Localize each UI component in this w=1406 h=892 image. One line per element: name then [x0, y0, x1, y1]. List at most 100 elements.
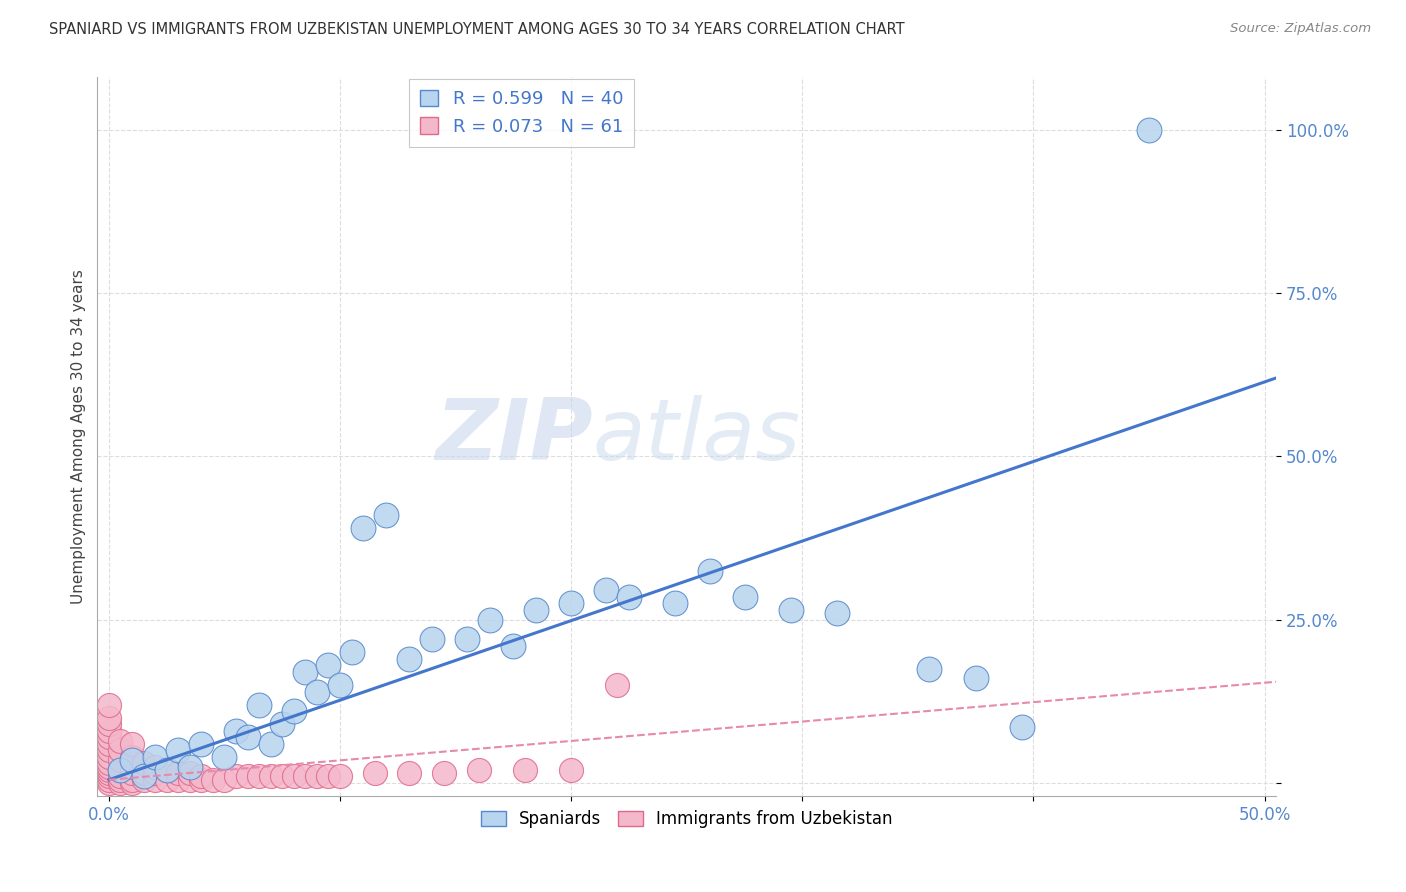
Point: [121, 760, 143, 774]
Point: [97, 756, 120, 771]
Point: [201, 772, 224, 787]
Point: [167, 766, 190, 780]
Point: [479, 613, 502, 627]
Point: [121, 772, 143, 787]
Point: [734, 590, 756, 604]
Point: [422, 632, 444, 647]
Point: [560, 596, 582, 610]
Point: [398, 766, 420, 780]
Text: SPANIARD VS IMMIGRANTS FROM UZBEKISTAN UNEMPLOYMENT AMONG AGES 30 TO 34 YEARS CO: SPANIARD VS IMMIGRANTS FROM UZBEKISTAN U…: [49, 22, 905, 37]
Point: [110, 772, 132, 787]
Point: [260, 770, 283, 784]
Point: [156, 763, 179, 777]
Point: [179, 760, 201, 774]
Point: [97, 717, 120, 731]
Point: [595, 583, 617, 598]
Point: [247, 698, 270, 712]
Point: [167, 743, 190, 757]
Point: [110, 753, 132, 767]
Point: [606, 678, 628, 692]
Point: [1137, 122, 1160, 136]
Point: [825, 606, 848, 620]
Point: [271, 717, 294, 731]
Point: [352, 521, 374, 535]
Point: [97, 766, 120, 780]
Point: [97, 776, 120, 790]
Point: [121, 753, 143, 767]
Point: [305, 770, 328, 784]
Point: [364, 766, 387, 780]
Point: [965, 672, 987, 686]
Point: [236, 770, 259, 784]
Point: [617, 590, 640, 604]
Point: [329, 678, 352, 692]
Point: [132, 770, 155, 784]
Point: [110, 763, 132, 777]
Point: [97, 723, 120, 738]
Point: [121, 766, 143, 780]
Point: [271, 770, 294, 784]
Point: [110, 733, 132, 747]
Point: [329, 770, 352, 784]
Point: [283, 704, 305, 718]
Point: [318, 770, 340, 784]
Point: [179, 766, 201, 780]
Point: [167, 772, 190, 787]
Point: [664, 596, 686, 610]
Point: [110, 743, 132, 757]
Point: [97, 711, 120, 725]
Point: [97, 743, 120, 757]
Point: [236, 731, 259, 745]
Legend: Spaniards, Immigrants from Uzbekistan: Spaniards, Immigrants from Uzbekistan: [474, 803, 900, 835]
Point: [97, 698, 120, 712]
Point: [156, 763, 179, 777]
Point: [97, 770, 120, 784]
Point: [526, 603, 548, 617]
Point: [143, 766, 166, 780]
Point: [340, 645, 363, 659]
Point: [143, 772, 166, 787]
Point: [398, 652, 420, 666]
Text: ZIP: ZIP: [434, 395, 592, 478]
Point: [110, 776, 132, 790]
Point: [247, 770, 270, 784]
Point: [283, 770, 305, 784]
Point: [97, 731, 120, 745]
Y-axis label: Unemployment Among Ages 30 to 34 years: Unemployment Among Ages 30 to 34 years: [72, 269, 86, 604]
Point: [294, 665, 316, 679]
Point: [97, 763, 120, 777]
Point: [260, 737, 283, 751]
Point: [456, 632, 478, 647]
Point: [179, 772, 201, 787]
Point: [97, 737, 120, 751]
Point: [225, 770, 247, 784]
Point: [121, 776, 143, 790]
Point: [375, 508, 398, 523]
Point: [97, 760, 120, 774]
Point: [433, 766, 456, 780]
Point: [110, 763, 132, 777]
Point: [121, 750, 143, 764]
Point: [560, 763, 582, 777]
Point: [143, 750, 166, 764]
Point: [214, 750, 236, 764]
Point: [1011, 721, 1033, 735]
Text: atlas: atlas: [592, 395, 800, 478]
Text: Source: ZipAtlas.com: Source: ZipAtlas.com: [1230, 22, 1371, 36]
Point: [699, 564, 721, 578]
Point: [918, 662, 941, 676]
Point: [225, 723, 247, 738]
Point: [502, 639, 524, 653]
Point: [779, 603, 801, 617]
Point: [132, 756, 155, 771]
Point: [513, 763, 536, 777]
Point: [190, 772, 212, 787]
Point: [132, 766, 155, 780]
Point: [143, 760, 166, 774]
Point: [156, 772, 179, 787]
Point: [190, 737, 212, 751]
Point: [190, 770, 212, 784]
Point: [97, 772, 120, 787]
Point: [132, 772, 155, 787]
Point: [467, 763, 489, 777]
